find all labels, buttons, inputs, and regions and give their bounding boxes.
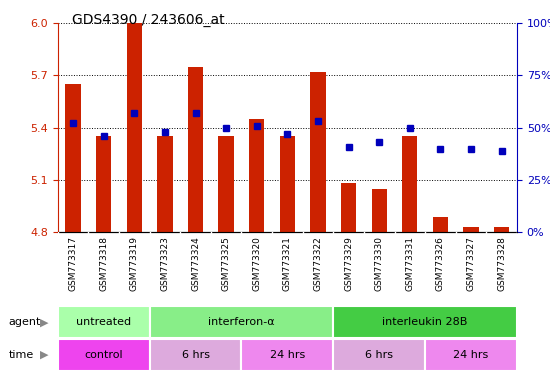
Text: 6 hrs: 6 hrs [182, 350, 210, 360]
Text: time: time [8, 350, 34, 360]
Text: 24 hrs: 24 hrs [453, 350, 489, 360]
Bar [494, 227, 509, 232]
Bar [333, 339, 425, 371]
Text: interleukin 28B: interleukin 28B [382, 317, 468, 327]
Text: GSM773317: GSM773317 [69, 236, 78, 291]
Text: GSM773321: GSM773321 [283, 236, 292, 291]
Text: GSM773322: GSM773322 [314, 236, 322, 291]
Text: GSM773324: GSM773324 [191, 236, 200, 291]
Bar [433, 217, 448, 232]
Bar [157, 136, 173, 232]
Text: GDS4390 / 243606_at: GDS4390 / 243606_at [72, 13, 224, 27]
Text: untreated: untreated [76, 317, 131, 327]
Bar [65, 84, 81, 232]
Bar [126, 23, 142, 232]
Text: GSM773331: GSM773331 [405, 236, 414, 291]
Text: GSM773320: GSM773320 [252, 236, 261, 291]
Bar [58, 339, 150, 371]
Text: GSM773318: GSM773318 [99, 236, 108, 291]
Bar [58, 306, 150, 338]
Text: agent: agent [8, 317, 41, 327]
Text: GSM773326: GSM773326 [436, 236, 445, 291]
Text: 6 hrs: 6 hrs [365, 350, 393, 360]
Text: GSM773319: GSM773319 [130, 236, 139, 291]
Bar [249, 119, 265, 232]
Bar [464, 227, 478, 232]
Text: GSM773327: GSM773327 [466, 236, 476, 291]
Bar [310, 72, 326, 232]
Text: interferon-α: interferon-α [208, 317, 275, 327]
Text: ▶: ▶ [40, 350, 48, 360]
Text: GSM773323: GSM773323 [161, 236, 169, 291]
Bar [96, 136, 111, 232]
Text: GSM773325: GSM773325 [222, 236, 230, 291]
Bar [150, 306, 333, 338]
Text: 24 hrs: 24 hrs [270, 350, 305, 360]
Text: control: control [84, 350, 123, 360]
Bar [341, 184, 356, 232]
Bar [402, 136, 417, 232]
Bar [218, 136, 234, 232]
Bar [280, 136, 295, 232]
Bar [333, 306, 517, 338]
Text: GSM773328: GSM773328 [497, 236, 506, 291]
Text: ▶: ▶ [40, 317, 48, 327]
Bar [150, 339, 241, 371]
Bar [372, 189, 387, 232]
Bar [188, 67, 203, 232]
Text: GSM773330: GSM773330 [375, 236, 384, 291]
Text: GSM773329: GSM773329 [344, 236, 353, 291]
Bar [425, 339, 517, 371]
Bar [241, 339, 333, 371]
